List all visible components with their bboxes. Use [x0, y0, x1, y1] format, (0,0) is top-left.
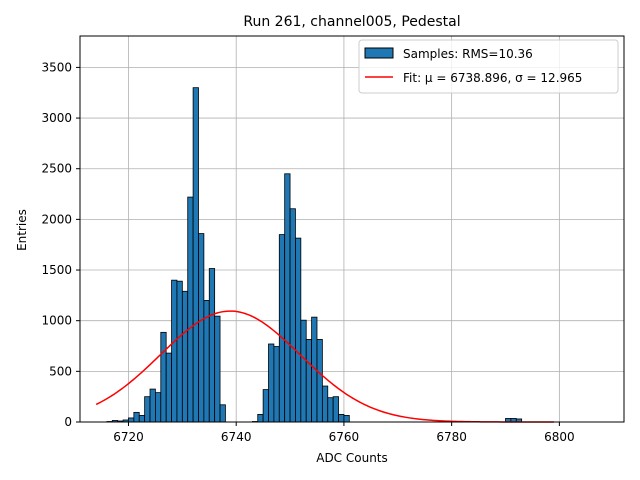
x-tick-label: 6720	[113, 430, 144, 444]
histogram-bar	[155, 392, 162, 423]
histogram-bar	[262, 389, 269, 423]
histogram-bar	[273, 346, 280, 423]
axes-frame	[79, 35, 625, 423]
histogram-bar	[198, 233, 205, 423]
histogram-bar	[171, 279, 178, 423]
legend-box	[358, 39, 619, 94]
y-axis-label: Entries	[15, 209, 29, 251]
histogram-bar	[257, 414, 264, 423]
y-tick-label: 3500	[41, 60, 72, 74]
y-tick-label: 500	[49, 364, 72, 378]
x-axis-label: ADC Counts	[316, 451, 388, 465]
histogram-bar	[268, 343, 275, 423]
y-axis-ticks: 0 500 1000 1500 2000 2500 3000 3500	[41, 60, 80, 429]
histogram-bar	[278, 234, 286, 423]
histogram-bar	[214, 315, 221, 423]
histogram-bar	[176, 280, 183, 423]
x-tick-label: 6740	[221, 430, 252, 444]
histogram-bar	[219, 404, 226, 423]
histogram-bar	[165, 352, 172, 423]
chart-title: Run 261, channel005, Pedestal	[243, 14, 460, 30]
histogram-bar	[321, 385, 329, 423]
y-tick-label: 0	[64, 415, 72, 429]
histogram-bar	[181, 290, 189, 423]
histogram-bar	[187, 196, 194, 423]
legend-histogram-swatch	[364, 47, 394, 59]
histogram-bar	[192, 87, 199, 423]
y-tick-label: 1500	[41, 263, 72, 277]
histogram-bar	[149, 388, 156, 423]
histogram-bar	[133, 411, 140, 423]
histogram-bar	[305, 339, 313, 423]
histogram-bar	[343, 415, 350, 423]
x-tick-label: 6800	[544, 430, 575, 444]
histogram-bar	[295, 237, 302, 423]
y-tick-label: 2500	[41, 162, 72, 176]
histogram-bar	[128, 417, 135, 423]
legend-histogram-label: Samples: RMS=10.36	[403, 47, 533, 61]
histogram-bar	[144, 396, 151, 423]
histogram-bar	[138, 415, 146, 423]
y-tick-label: 1000	[41, 314, 72, 328]
histogram-bar	[338, 414, 345, 423]
histogram-bar	[284, 173, 291, 423]
histogram-bar	[316, 339, 323, 423]
histogram-bar	[160, 331, 167, 423]
histogram-bar	[300, 319, 307, 423]
x-tick-label: 6760	[329, 430, 360, 444]
legend-fit-label: Fit: μ = 6738.896, σ = 12.965	[403, 71, 582, 85]
y-tick-label: 2000	[41, 212, 72, 226]
histogram-bar	[208, 268, 216, 423]
histogram-bar	[327, 397, 334, 423]
histogram-bar	[289, 208, 296, 423]
histogram-bar	[332, 396, 339, 423]
histogram-bars	[106, 87, 523, 423]
grid	[80, 36, 624, 423]
legend: Samples: RMS=10.36 Fit: μ = 6738.896, σ …	[358, 39, 619, 94]
x-tick-label: 6780	[436, 430, 467, 444]
x-axis-ticks: 6720 6740 6760 6780 6800	[113, 422, 575, 444]
y-tick-label: 3000	[41, 111, 72, 125]
